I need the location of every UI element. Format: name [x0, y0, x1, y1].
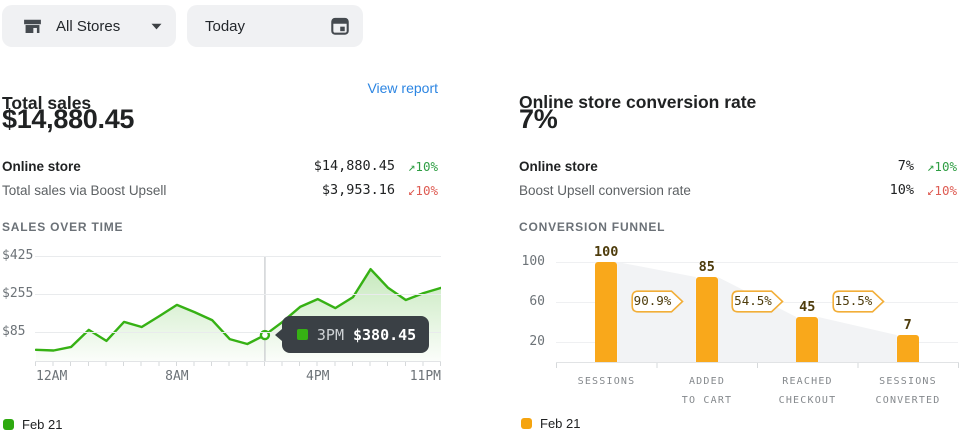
legend-swatch-green: [3, 419, 14, 430]
bar-value-label: 85: [698, 259, 715, 275]
x-axis-line: [556, 362, 959, 363]
funnel-bar[interactable]: [595, 262, 618, 362]
category-label-line: CHECKOUT: [778, 395, 837, 406]
conversion-rate-value: 7%: [519, 104, 558, 134]
tooltip-value: $380.45: [353, 325, 417, 344]
x-axis-line: [35, 361, 441, 362]
y-axis-label: $85: [2, 323, 26, 339]
funnel-category-label: SESSIONS: [556, 372, 657, 391]
metric-row-online-store: Online store 7% ↗10%: [519, 154, 957, 178]
metric-row-online-store: Online store $14,880.45 ↗10%: [2, 154, 438, 178]
x-axis-label: 4PM: [305, 369, 330, 384]
metric-label: Online store: [2, 158, 81, 174]
calendar-icon: [329, 15, 351, 37]
chart-tooltip: 3PM $380.45: [274, 316, 429, 353]
legend-label: Feb 21: [22, 417, 63, 432]
conversion-rate-title: Online store conversion rate: [519, 91, 757, 112]
y-axis-label: 100: [521, 254, 545, 269]
funnel-bar[interactable]: [695, 277, 718, 362]
category-label-line: REACHED: [782, 376, 833, 387]
category-label-line: SESSIONS: [577, 376, 636, 387]
sales-over-time-chart[interactable]: 3PM $380.45 $425 $255 $85 12AM 8AM 4PM 11PM: [0, 248, 446, 396]
metric-value: 7%: [897, 158, 914, 174]
metric-label: Online store: [519, 158, 598, 174]
funnel-bar[interactable]: [896, 335, 919, 362]
total-sales-title: Total sales: [2, 92, 92, 113]
conversion-rate-badge: 90.9%: [630, 290, 684, 313]
y-gridline: [35, 293, 441, 295]
date-selector-button[interactable]: Today: [187, 5, 363, 47]
total-sales-value: $14,880.45: [2, 104, 135, 134]
metric-row-boost-upsell: Boost Upsell conversion rate 10% ↙10%: [519, 178, 957, 202]
store-selector-button[interactable]: All Stores: [2, 5, 176, 47]
metric-delta: ↙10%: [926, 182, 957, 198]
conversion-rate-breakdown: Online store 7% ↗10% Boost Upsell conver…: [519, 154, 957, 202]
y-gridline: [35, 331, 441, 333]
store-icon: [22, 16, 43, 37]
badge-label: 54.5%: [734, 293, 772, 308]
data-point-marker: [259, 329, 271, 341]
x-axis-ticks: [556, 363, 959, 368]
y-gridline: [35, 256, 441, 257]
category-label-line: SESSIONS: [879, 376, 937, 387]
funnel-dropoff-shading: [617, 262, 897, 362]
legend-swatch-orange: [521, 418, 532, 429]
y-axis-label: $425: [2, 248, 34, 263]
legend-label: Feb 21: [540, 416, 581, 431]
metric-value: $14,880.45: [313, 158, 395, 174]
sales-chart-legend: Feb 21: [3, 417, 62, 432]
conversion-rate-badge: 54.5%: [731, 290, 784, 313]
total-sales-breakdown: Online store $14,880.45 ↗10% Total sales…: [2, 154, 438, 202]
bar-value-label: 7: [903, 317, 912, 333]
funnel-category-label: ADDED TO CART: [657, 372, 758, 410]
category-label-line: CONVERTED: [875, 395, 941, 406]
store-selector-label: All Stores: [56, 17, 121, 35]
x-axis-label: 12AM: [36, 369, 68, 384]
x-axis-label: 11PM: [409, 369, 441, 384]
badge-label: 90.9%: [633, 293, 672, 308]
funnel-step-shade: [818, 317, 897, 362]
sales-line: [35, 268, 441, 352]
badge-label: 15.5%: [834, 293, 873, 308]
x-axis-label: 8AM: [165, 369, 189, 384]
category-label-line: ADDED: [688, 376, 726, 387]
y-axis-label: $255: [2, 285, 34, 301]
badge-tag-shape: [630, 290, 684, 313]
bar-value-label: 45: [799, 299, 816, 315]
tooltip-series-swatch: [296, 329, 308, 340]
metric-label: Boost Upsell conversion rate: [519, 182, 691, 198]
badge-tag-shape: [831, 290, 885, 313]
funnel-category-label: SESSIONS CONVERTED: [858, 372, 959, 410]
metric-value: $3,953.16: [321, 182, 395, 198]
y-axis-label: 60: [529, 294, 545, 309]
conversion-rate-badge: 15.5%: [831, 290, 885, 313]
metric-row-boost-upsell: Total sales via Boost Upsell $3,953.16 ↙…: [2, 178, 438, 202]
tooltip-time: 3PM: [316, 325, 344, 344]
metric-delta: ↗10%: [407, 158, 438, 174]
metric-value: 10%: [889, 182, 914, 198]
chevron-down-icon: [151, 23, 162, 30]
bar-value-label: 100: [594, 244, 619, 260]
x-axis-ticks: [35, 362, 442, 366]
conversion-funnel-heading: CONVERSION FUNNEL: [519, 220, 666, 234]
conversion-funnel-chart[interactable]: 100 60 20 100 85 45 7 90.9% 54.5% 15.5% SESSIONS AD…: [519, 244, 960, 431]
y-axis-label: 20: [529, 334, 545, 349]
funnel-bar[interactable]: [796, 317, 819, 362]
sales-over-time-heading: SALES OVER TIME: [2, 220, 124, 234]
category-label-line: TO CART: [681, 395, 733, 406]
metric-label: Total sales via Boost Upsell: [2, 182, 167, 198]
view-report-link[interactable]: View report: [367, 80, 438, 96]
date-selector-label: Today: [205, 17, 246, 35]
metric-delta: ↙10%: [407, 182, 438, 198]
funnel-chart-legend: Feb 21: [521, 416, 580, 431]
funnel-category-label: REACHED CHECKOUT: [757, 372, 858, 410]
y-gridline: [556, 262, 958, 263]
metric-delta: ↗10%: [926, 158, 957, 174]
badge-tag-shape: [731, 290, 784, 313]
